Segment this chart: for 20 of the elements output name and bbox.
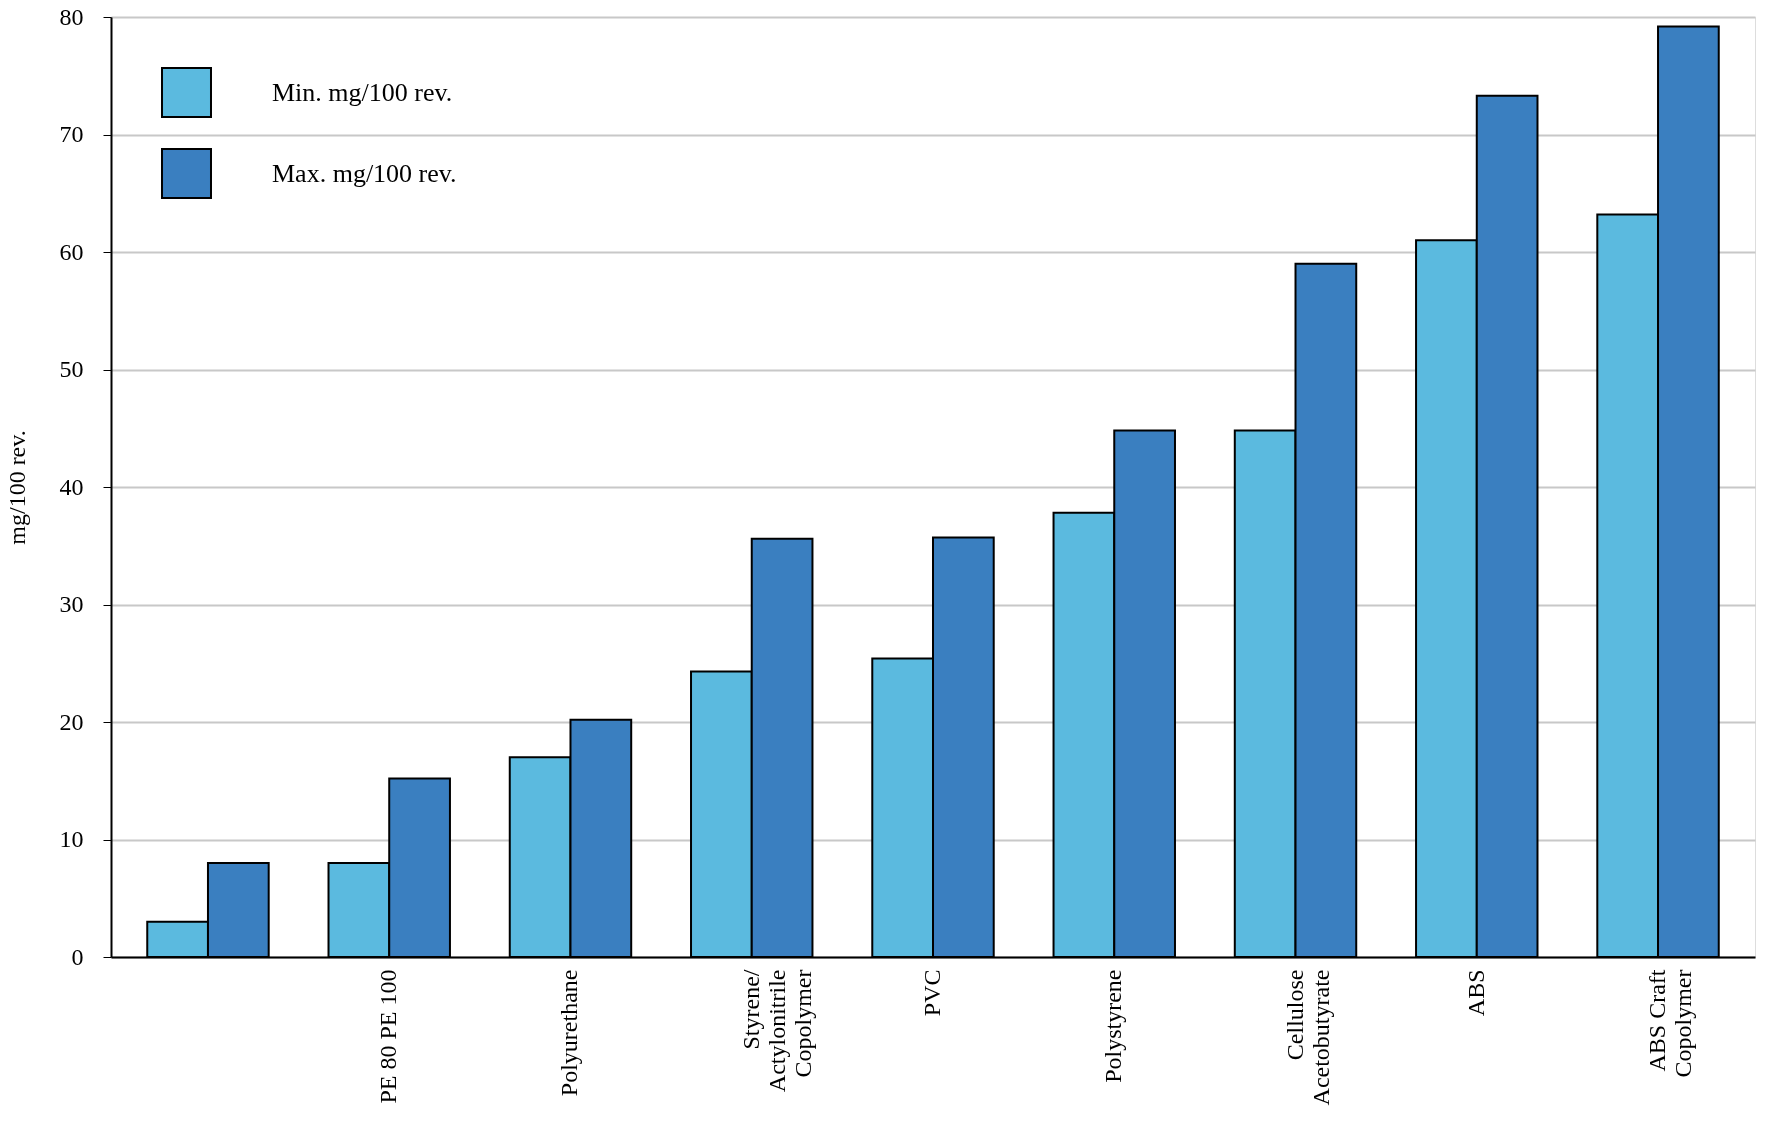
legend-label: Min. mg/100 rev. bbox=[272, 77, 453, 107]
x-tick-label: Styrene/ Actylonitrile Copolymer bbox=[737, 969, 816, 1093]
y-tick-label: 70 bbox=[59, 121, 84, 147]
y-axis-title: mg/100 rev. bbox=[3, 430, 30, 545]
x-tick-label: ABS Craft Copolymer bbox=[1644, 969, 1697, 1078]
y-tick-label: 60 bbox=[59, 238, 84, 265]
x-tick-label: Polystyrene bbox=[1100, 969, 1127, 1083]
x-tick-label: PE 80 PE 100 bbox=[375, 969, 402, 1104]
x-tick-label: ABS bbox=[1462, 969, 1489, 1017]
legend-label: Max. mg/100 rev. bbox=[272, 158, 457, 188]
y-tick-label: 40 bbox=[59, 473, 84, 500]
x-tick-label: Cellulose Acetobutyrate bbox=[1281, 969, 1334, 1106]
x-tick-label: Polyurethane bbox=[556, 969, 583, 1097]
y-tick-label: 0 bbox=[71, 943, 84, 970]
x-tick-label: PVC bbox=[919, 969, 945, 1017]
y-tick-label: 10 bbox=[59, 826, 84, 852]
y-tick-label: 30 bbox=[59, 591, 84, 617]
y-tick-label: 50 bbox=[59, 356, 84, 382]
y-tick-label: 80 bbox=[59, 3, 84, 30]
y-tick-label: 20 bbox=[59, 708, 84, 735]
